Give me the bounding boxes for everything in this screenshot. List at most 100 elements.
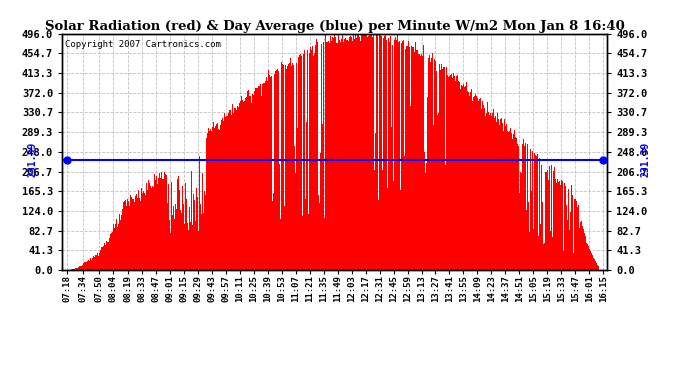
Bar [349, 37, 350, 270]
Bar [480, 98, 481, 270]
Bar [527, 144, 528, 270]
Bar [564, 183, 565, 270]
Bar [173, 206, 175, 270]
Bar [240, 101, 241, 270]
Bar [347, 40, 348, 270]
Bar [420, 56, 421, 270]
Bar [172, 214, 173, 270]
Bar [533, 228, 534, 270]
Bar [398, 42, 399, 270]
Bar [474, 96, 475, 270]
Bar [83, 262, 85, 270]
Bar [442, 69, 443, 270]
Bar [538, 236, 539, 270]
Bar [265, 81, 266, 270]
Bar [448, 77, 449, 270]
Bar [346, 40, 347, 270]
Bar [92, 256, 94, 270]
Bar [409, 46, 410, 270]
Bar [589, 249, 590, 270]
Bar [389, 42, 390, 270]
Bar [284, 206, 285, 270]
Bar [294, 146, 295, 270]
Bar [411, 46, 412, 270]
Bar [506, 124, 507, 270]
Bar [562, 181, 563, 270]
Bar [560, 185, 561, 270]
Bar [358, 30, 359, 270]
Bar [406, 46, 407, 270]
Bar [532, 151, 533, 270]
Bar [387, 188, 388, 270]
Bar [407, 46, 408, 270]
Bar [273, 193, 274, 270]
Bar [498, 119, 499, 270]
Bar [339, 40, 340, 270]
Bar [381, 36, 382, 270]
Bar [460, 89, 461, 270]
Bar [341, 39, 342, 270]
Bar [519, 193, 520, 270]
Bar [354, 39, 355, 270]
Bar [348, 41, 349, 270]
Bar [86, 261, 88, 270]
Bar [274, 74, 275, 270]
Bar [123, 208, 124, 270]
Bar [475, 93, 476, 270]
Bar [208, 128, 209, 270]
Bar [94, 258, 95, 270]
Bar [561, 180, 562, 270]
Bar [455, 81, 456, 270]
Bar [367, 37, 368, 270]
Bar [190, 222, 191, 270]
Bar [161, 172, 162, 270]
Bar [108, 238, 110, 270]
Bar [539, 158, 540, 270]
Bar [191, 171, 193, 270]
Bar [534, 153, 535, 270]
Bar [311, 50, 312, 270]
Bar [219, 130, 220, 270]
Bar [308, 214, 309, 270]
Bar [363, 32, 364, 270]
Bar [580, 222, 581, 270]
Bar [352, 41, 353, 270]
Bar [403, 40, 404, 270]
Bar [95, 255, 97, 270]
Bar [441, 64, 442, 270]
Bar [502, 123, 503, 270]
Bar [340, 42, 341, 270]
Bar [462, 86, 463, 270]
Bar [200, 204, 201, 270]
Bar [351, 38, 352, 270]
Bar [488, 112, 489, 270]
Bar [309, 53, 310, 270]
Bar [392, 45, 393, 270]
Bar [222, 118, 224, 270]
Bar [345, 38, 346, 270]
Bar [365, 31, 366, 270]
Bar [427, 98, 428, 270]
Bar [421, 54, 422, 270]
Bar [168, 184, 170, 270]
Bar [426, 164, 427, 270]
Bar [376, 30, 377, 270]
Bar [405, 49, 406, 270]
Bar [132, 199, 133, 270]
Bar [415, 42, 416, 270]
Bar [579, 228, 580, 270]
Bar [584, 236, 586, 270]
Bar [526, 210, 527, 270]
Bar [588, 246, 589, 270]
Bar [139, 198, 141, 270]
Bar [310, 47, 311, 270]
Bar [326, 42, 327, 270]
Bar [211, 131, 213, 270]
Bar [322, 124, 323, 270]
Bar [487, 102, 488, 270]
Bar [466, 82, 467, 270]
Bar [572, 195, 573, 270]
Bar [433, 125, 434, 270]
Bar [546, 170, 548, 270]
Bar [499, 125, 500, 270]
